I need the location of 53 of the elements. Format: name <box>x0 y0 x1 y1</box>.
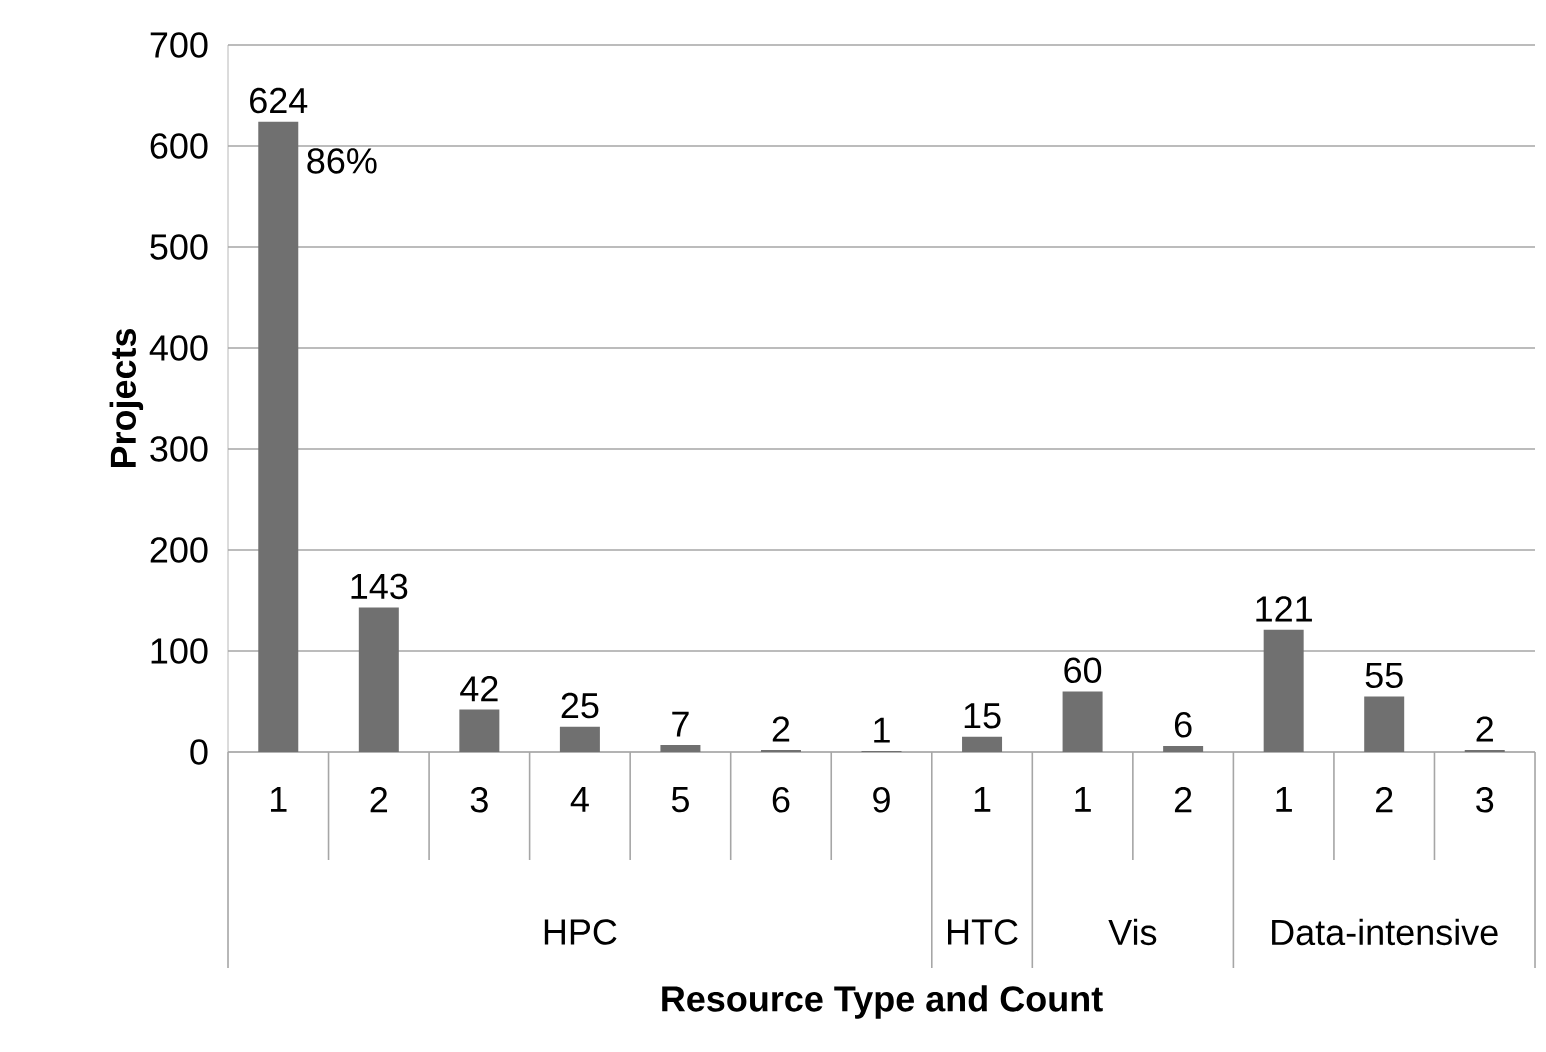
data-label: 60 <box>1064 657 1102 683</box>
y-tick-label: 700 <box>150 32 208 58</box>
data-label: 121 <box>1256 596 1312 622</box>
y-tick-label: 300 <box>150 436 208 462</box>
bar <box>1062 691 1103 752</box>
y-tick-label: 100 <box>151 638 208 664</box>
bar <box>760 749 801 752</box>
annotation: 86% <box>307 148 377 174</box>
bar <box>962 736 1003 752</box>
bar <box>358 607 399 752</box>
bar <box>1364 696 1405 752</box>
data-label: 624 <box>250 87 308 114</box>
x-tick-label: 1 <box>1075 787 1091 812</box>
data-label: 2 <box>1476 716 1493 742</box>
text: HTC <box>948 919 1018 945</box>
y-tick-label: 400 <box>149 335 208 361</box>
bar <box>1263 629 1304 752</box>
text: Vis <box>1108 918 1157 946</box>
data-label: 42 <box>460 676 498 702</box>
y-tick-label: 200 <box>150 537 208 563</box>
bar <box>660 744 701 752</box>
data-label: 6 <box>1174 712 1192 738</box>
bar <box>1163 745 1204 752</box>
x-tick-label: 6 <box>772 787 790 813</box>
x-axis-title: Resource Type and Count <box>662 985 1103 1019</box>
text: Data-intensive <box>1272 918 1498 946</box>
data-label: 15 <box>964 703 1001 729</box>
y-tick-label: 600 <box>150 133 208 159</box>
data-label: 7 <box>672 711 689 737</box>
data-label: 25 <box>561 692 599 719</box>
bar <box>258 121 299 752</box>
x-tick-label: 1 <box>270 787 287 812</box>
bar <box>1464 749 1505 752</box>
x-tick-label: 2 <box>370 787 388 813</box>
y-tick-label: 0 <box>190 739 208 765</box>
data-label: 55 <box>1365 662 1403 689</box>
bar <box>459 709 500 752</box>
x-tick-label: 1 <box>1276 787 1292 812</box>
y-tick-label: 500 <box>150 234 208 260</box>
x-tick-label: 2 <box>1376 787 1393 813</box>
x-tick-label: 2 <box>1174 787 1192 813</box>
text: HPC <box>544 919 617 945</box>
x-tick-label: 5 <box>671 787 689 813</box>
data-label: 2 <box>772 716 790 742</box>
bar <box>559 726 600 752</box>
x-tick-label: 1 <box>974 787 991 812</box>
x-tick-label: 3 <box>470 787 488 813</box>
data-label: 143 <box>351 573 408 600</box>
y-axis-title: Projects <box>109 328 144 468</box>
x-tick-label: 9 <box>873 787 890 813</box>
x-tick-label: 3 <box>1476 787 1494 813</box>
x-tick-label: 4 <box>570 787 589 812</box>
data-label: 1 <box>874 717 890 743</box>
